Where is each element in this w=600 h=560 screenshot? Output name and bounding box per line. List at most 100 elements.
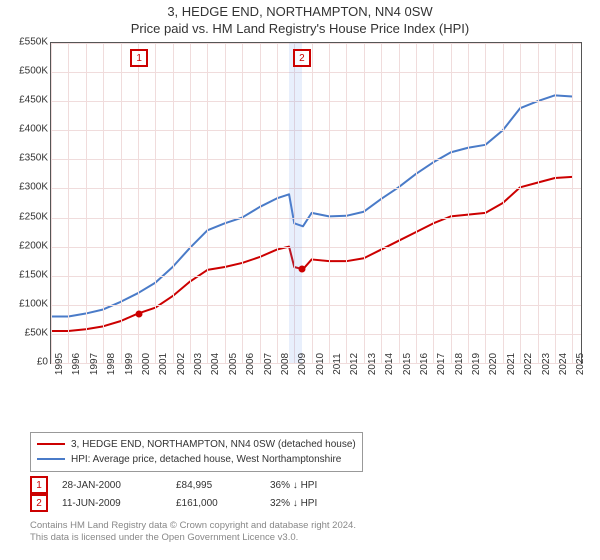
event-marker-1: 1 [130, 49, 148, 67]
x-axis-tick-label: 2012 [349, 353, 360, 375]
x-axis-tick-label: 2025 [575, 353, 586, 375]
x-axis-tick-label: 1997 [89, 353, 100, 375]
gridline-horizontal [51, 72, 581, 73]
y-axis-tick-label: £200K [2, 240, 48, 251]
event-band [289, 43, 302, 363]
gridline-vertical [503, 43, 504, 363]
event-price: £84,995 [176, 480, 256, 491]
chart-container: 3, HEDGE END, NORTHAMPTON, NN4 0SW Price… [0, 0, 600, 430]
gridline-vertical [572, 43, 573, 363]
gridline-horizontal [51, 130, 581, 131]
x-axis-tick-label: 1995 [54, 353, 65, 375]
gridline-horizontal [51, 43, 581, 44]
x-axis-tick-label: 2019 [471, 353, 482, 375]
y-axis-tick-label: £100K [2, 298, 48, 309]
gridline-vertical [485, 43, 486, 363]
gridline-vertical [364, 43, 365, 363]
x-axis-tick-label: 2018 [454, 353, 465, 375]
plot-area: 12 [50, 42, 582, 364]
gridline-vertical [538, 43, 539, 363]
gridline-vertical [399, 43, 400, 363]
x-axis-tick-label: 2014 [384, 353, 395, 375]
gridline-vertical [346, 43, 347, 363]
gridline-vertical [329, 43, 330, 363]
gridline-vertical [225, 43, 226, 363]
gridline-vertical [207, 43, 208, 363]
x-axis-tick-label: 2006 [245, 353, 256, 375]
event-diff: 32% ↓ HPI [270, 498, 360, 509]
event-row: 2 11-JUN-2009 £161,000 32% ↓ HPI [30, 494, 360, 512]
x-axis-tick-label: 2020 [488, 353, 499, 375]
gridline-horizontal [51, 247, 581, 248]
legend-swatch [37, 443, 65, 445]
sale-point [298, 266, 305, 273]
gridline-vertical [121, 43, 122, 363]
y-axis-tick-label: £350K [2, 153, 48, 164]
gridline-vertical [242, 43, 243, 363]
footnote: Contains HM Land Registry data © Crown c… [30, 520, 356, 545]
gridline-vertical [555, 43, 556, 363]
gridline-horizontal [51, 334, 581, 335]
gridline-vertical [312, 43, 313, 363]
gridline-horizontal [51, 305, 581, 306]
gridline-vertical [381, 43, 382, 363]
x-axis-tick-label: 2023 [541, 353, 552, 375]
x-axis-tick-label: 1999 [124, 353, 135, 375]
event-row: 1 28-JAN-2000 £84,995 36% ↓ HPI [30, 476, 360, 494]
gridline-horizontal [51, 276, 581, 277]
legend-item: HPI: Average price, detached house, West… [37, 452, 356, 467]
x-axis-tick-label: 2017 [436, 353, 447, 375]
chart-subtitle: Price paid vs. HM Land Registry's House … [0, 21, 600, 38]
gridline-vertical [416, 43, 417, 363]
x-axis-tick-label: 2005 [228, 353, 239, 375]
x-axis-tick-label: 2003 [193, 353, 204, 375]
x-axis-tick-label: 2004 [210, 353, 221, 375]
x-axis-tick-label: 2008 [280, 353, 291, 375]
gridline-vertical [173, 43, 174, 363]
y-axis-tick-label: £50K [2, 327, 48, 338]
x-axis-tick-label: 2007 [263, 353, 274, 375]
x-axis-tick-label: 2015 [402, 353, 413, 375]
legend-item: 3, HEDGE END, NORTHAMPTON, NN4 0SW (deta… [37, 437, 356, 452]
gridline-vertical [260, 43, 261, 363]
y-axis-tick-label: £550K [2, 37, 48, 48]
sale-point [136, 310, 143, 317]
gridline-vertical [433, 43, 434, 363]
gridline-horizontal [51, 188, 581, 189]
x-axis-tick-label: 1998 [106, 353, 117, 375]
event-date: 11-JUN-2009 [62, 498, 162, 509]
x-axis-tick-label: 2001 [158, 353, 169, 375]
y-axis-tick-label: £150K [2, 269, 48, 280]
x-axis-tick-label: 1996 [71, 353, 82, 375]
event-marker-2: 2 [293, 49, 311, 67]
event-date: 28-JAN-2000 [62, 480, 162, 491]
gridline-vertical [103, 43, 104, 363]
gridline-vertical [86, 43, 87, 363]
x-axis-tick-label: 2000 [141, 353, 152, 375]
y-axis-tick-label: £400K [2, 124, 48, 135]
plot-svg [51, 43, 581, 363]
gridline-vertical [190, 43, 191, 363]
y-axis-tick-label: £0 [2, 357, 48, 368]
x-axis-tick-label: 2011 [332, 353, 343, 375]
x-axis-tick-label: 2009 [297, 353, 308, 375]
footnote-line-2: This data is licensed under the Open Gov… [30, 532, 356, 544]
x-axis-tick-label: 2010 [315, 353, 326, 375]
legend-swatch [37, 458, 65, 460]
event-number-badge: 2 [30, 494, 48, 512]
gridline-vertical [155, 43, 156, 363]
legend-box: 3, HEDGE END, NORTHAMPTON, NN4 0SW (deta… [30, 432, 363, 472]
x-axis-tick-label: 2002 [176, 353, 187, 375]
gridline-horizontal [51, 101, 581, 102]
gridline-vertical [451, 43, 452, 363]
x-axis-tick-label: 2021 [506, 353, 517, 375]
gridline-vertical [51, 43, 52, 363]
event-number-badge: 1 [30, 476, 48, 494]
event-diff: 36% ↓ HPI [270, 480, 360, 491]
events-table: 1 28-JAN-2000 £84,995 36% ↓ HPI 2 11-JUN-2009… [30, 476, 360, 512]
x-axis-tick-label: 2013 [367, 353, 378, 375]
x-axis-tick-label: 2024 [558, 353, 569, 375]
footnote-line-1: Contains HM Land Registry data © Crown c… [30, 520, 356, 532]
y-axis-tick-label: £300K [2, 182, 48, 193]
event-price: £161,000 [176, 498, 256, 509]
